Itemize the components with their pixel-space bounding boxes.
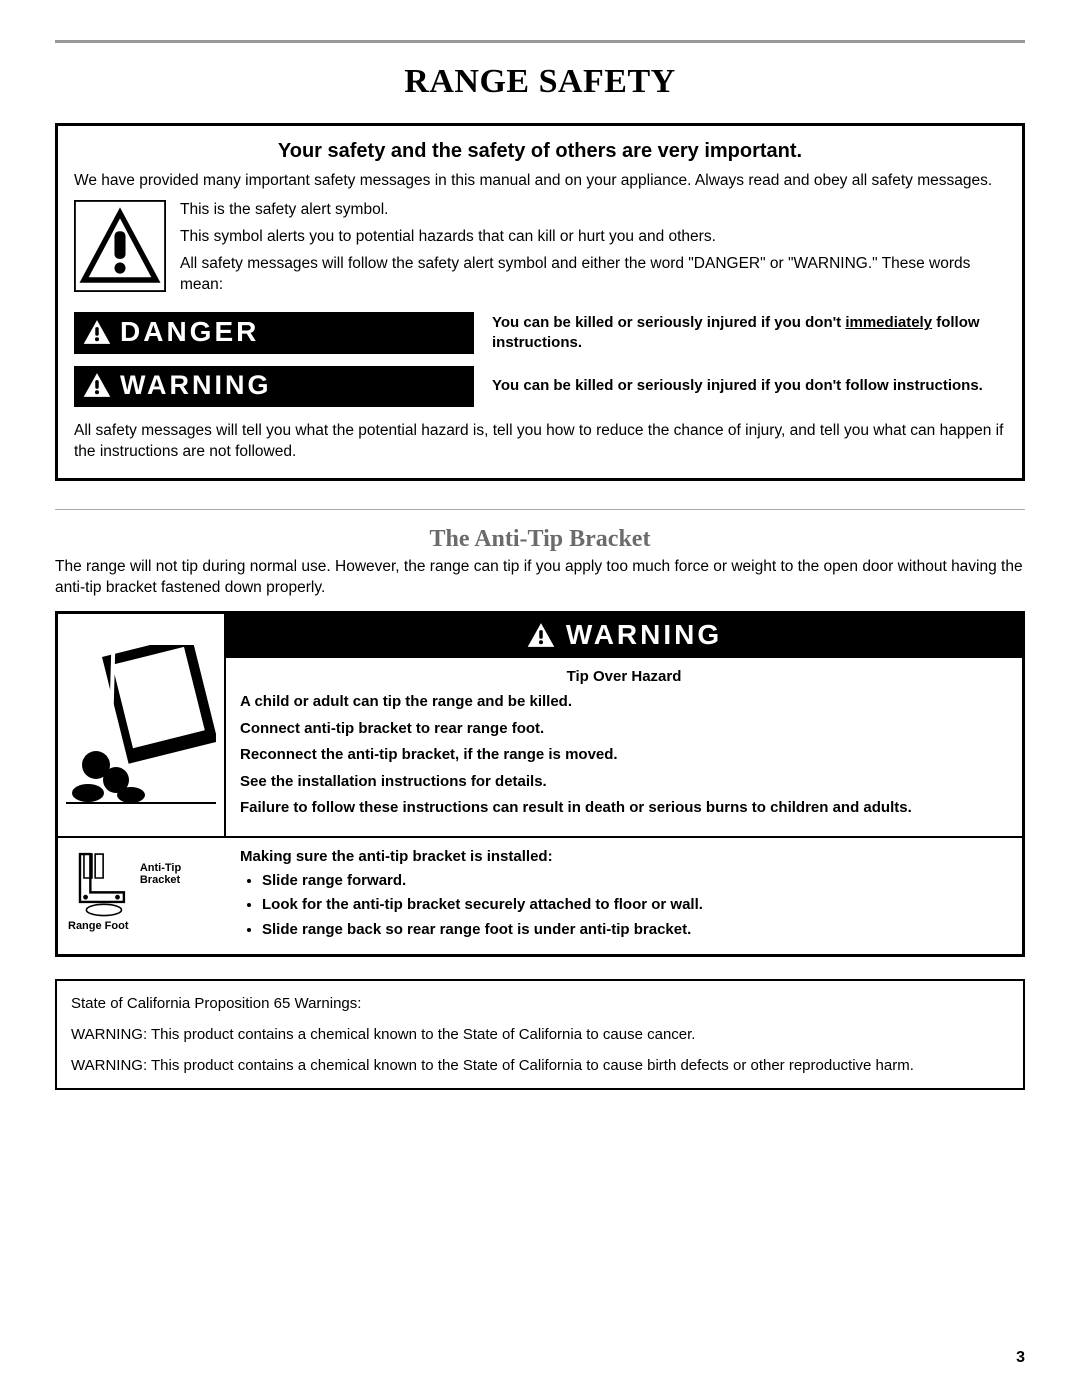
install-step-2: Look for the anti-tip bracket securely a…	[262, 895, 1008, 915]
danger-warning-grid: DANGER You can be killed or seriously in…	[74, 312, 1006, 407]
alert-triangle-icon	[82, 372, 112, 398]
antitip-box: WARNING Tip Over Hazard A child or adult…	[55, 611, 1025, 957]
bracket-icon	[68, 844, 140, 920]
antitip-row2: Anti-Tip Bracket Range Foot Making sure …	[58, 836, 1022, 955]
prop65-heading: State of California Proposition 65 Warni…	[71, 993, 1009, 1014]
tip-line-a: A child or adult can tip the range and b…	[240, 691, 1008, 714]
alert-row: This is the safety alert symbol. This sy…	[74, 200, 1006, 302]
tip-line-b: Connect anti-tip bracket to rear range f…	[240, 718, 1008, 741]
bracket-label: Anti-Tip Bracket	[140, 862, 181, 887]
install-step-3: Slide range back so rear range foot is u…	[262, 920, 1008, 940]
danger-label: DANGER	[74, 312, 474, 354]
antitip-text: Tip Over Hazard A child or adult can tip…	[226, 658, 1022, 836]
tipover-illustration	[58, 614, 226, 836]
safety-heading: Your safety and the safety of others are…	[74, 140, 1006, 163]
warning-desc: You can be killed or seriously injured i…	[492, 376, 1006, 396]
alert-line-2: This symbol alerts you to potential haza…	[180, 227, 1006, 248]
install-step-1: Slide range forward.	[262, 871, 1008, 891]
alert-text: This is the safety alert symbol. This sy…	[180, 200, 1006, 302]
bracket-diagram: Anti-Tip Bracket Range Foot	[58, 838, 226, 955]
alert-line-3: All safety messages will follow the safe…	[180, 254, 1006, 296]
range-foot-label: Range Foot	[68, 920, 220, 932]
alert-triangle-icon	[82, 319, 112, 345]
antitip-row1: WARNING Tip Over Hazard A child or adult…	[58, 614, 1022, 836]
antitip-title: The Anti-Tip Bracket	[55, 526, 1025, 553]
alert-line-1: This is the safety alert symbol.	[180, 200, 1006, 221]
prop65-box: State of California Proposition 65 Warni…	[55, 979, 1025, 1090]
safety-footer: All safety messages will tell you what t…	[74, 421, 1006, 463]
install-instructions: Making sure the anti-tip bracket is inst…	[226, 838, 1022, 955]
tip-line-d: See the installation instructions for de…	[240, 771, 1008, 794]
top-rule	[55, 40, 1025, 43]
antitip-intro: The range will not tip during normal use…	[55, 557, 1025, 599]
divider-rule	[55, 509, 1025, 510]
install-heading: Making sure the anti-tip bracket is inst…	[240, 848, 1008, 865]
prop65-warning-2: WARNING: This product contains a chemica…	[71, 1055, 1009, 1076]
page-number: 3	[1016, 1349, 1025, 1367]
antitip-warning-text: WARNING	[566, 619, 722, 651]
danger-desc: You can be killed or seriously injured i…	[492, 313, 1006, 352]
danger-desc-underline: immediately	[845, 314, 932, 331]
danger-desc-pre: You can be killed or seriously injured i…	[492, 314, 845, 331]
warning-label: WARNING	[74, 366, 474, 407]
safety-box: Your safety and the safety of others are…	[55, 123, 1025, 481]
alert-triangle-icon	[526, 622, 556, 648]
tip-over-title: Tip Over Hazard	[240, 668, 1008, 685]
safety-intro: We have provided many important safety m…	[74, 171, 1006, 192]
tip-line-e: Failure to follow these instructions can…	[240, 797, 1008, 820]
safety-alert-icon	[74, 200, 166, 292]
danger-label-text: DANGER	[120, 316, 259, 348]
tip-line-c: Reconnect the anti-tip bracket, if the r…	[240, 744, 1008, 767]
antitip-warning-bar: WARNING	[226, 614, 1022, 658]
antitip-right: WARNING Tip Over Hazard A child or adult…	[226, 614, 1022, 836]
prop65-warning-1: WARNING: This product contains a chemica…	[71, 1024, 1009, 1045]
warning-label-text: WARNING	[120, 370, 272, 401]
page-title: RANGE SAFETY	[55, 63, 1025, 101]
